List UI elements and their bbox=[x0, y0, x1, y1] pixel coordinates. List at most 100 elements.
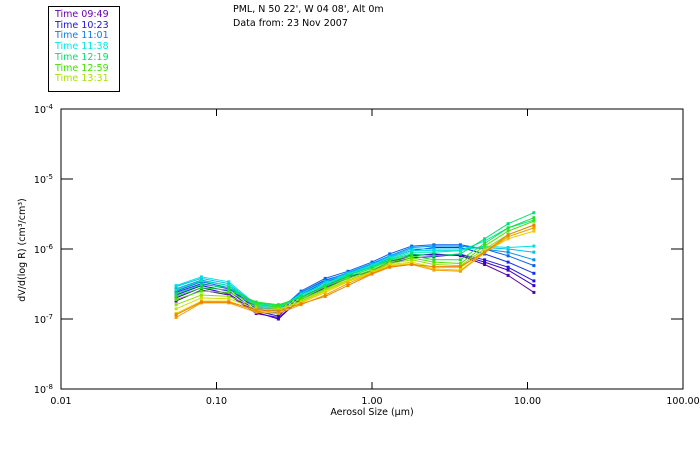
ticks-layer: 0.01 0.10 1.00 10.00 100.00 10-4 10-5 10-6 10-7 1… bbox=[34, 103, 700, 407]
data-point bbox=[199, 283, 203, 287]
series-line-s11 bbox=[175, 217, 535, 306]
y-tick-label: 10-6 bbox=[34, 243, 54, 256]
data-point bbox=[174, 294, 178, 298]
data-point bbox=[199, 300, 203, 304]
chart-title: PML, N 50 22', W 04 08', Alt 0m bbox=[233, 4, 384, 15]
x-tick-label: 10.00 bbox=[514, 396, 541, 407]
data-point bbox=[227, 294, 231, 298]
data-point bbox=[346, 276, 350, 280]
data-point bbox=[254, 303, 258, 307]
data-point bbox=[370, 272, 374, 276]
data-point bbox=[299, 298, 303, 301]
x-tick-label: 1.00 bbox=[361, 396, 382, 407]
data-point bbox=[174, 292, 178, 296]
data-point bbox=[532, 216, 536, 220]
data-point bbox=[458, 258, 462, 262]
y-tick-label: 10-7 bbox=[34, 313, 53, 326]
data-point bbox=[254, 308, 258, 312]
data-point bbox=[483, 249, 487, 253]
data-point bbox=[458, 269, 462, 273]
series-line-s13 bbox=[175, 224, 535, 310]
data-point bbox=[532, 223, 536, 227]
data-point bbox=[346, 282, 350, 286]
data-point bbox=[483, 237, 487, 241]
data-point bbox=[410, 258, 414, 262]
data-point bbox=[346, 284, 350, 288]
data-point bbox=[227, 288, 231, 292]
data-point bbox=[506, 254, 510, 258]
data-point bbox=[483, 250, 487, 254]
data-point bbox=[483, 242, 487, 245]
y-axis-title: dV/d(log R) (cm³/cm³) bbox=[17, 198, 28, 301]
data-point bbox=[506, 235, 510, 239]
data-point bbox=[410, 249, 414, 253]
chart-subtitle: Data from: 23 Nov 2007 bbox=[233, 18, 348, 29]
data-point bbox=[532, 264, 536, 268]
data-point bbox=[483, 260, 487, 264]
data-point bbox=[346, 280, 350, 284]
data-point bbox=[458, 252, 462, 256]
data-point bbox=[323, 294, 327, 298]
data-point bbox=[432, 265, 436, 269]
data-point bbox=[483, 239, 487, 243]
data-point bbox=[432, 244, 436, 248]
series-line-s16 bbox=[175, 227, 535, 318]
data-point bbox=[323, 290, 327, 294]
data-point bbox=[506, 229, 510, 233]
legend-item: Time 11:01 bbox=[55, 30, 109, 42]
data-point bbox=[323, 285, 327, 289]
data-point bbox=[410, 256, 414, 260]
data-point bbox=[410, 247, 414, 251]
series-line-s12 bbox=[175, 220, 535, 308]
data-point bbox=[532, 279, 536, 283]
data-point bbox=[483, 247, 487, 251]
data-point bbox=[458, 249, 462, 253]
data-point bbox=[174, 288, 178, 292]
data-point bbox=[174, 303, 178, 307]
data-point bbox=[432, 258, 436, 262]
y-tick-label: 10-4 bbox=[34, 103, 54, 116]
data-point bbox=[432, 268, 436, 272]
chart-title-block: PML, N 50 22', W 04 08', Alt 0m Data fro… bbox=[233, 3, 384, 31]
data-point bbox=[227, 297, 231, 301]
series-line-s8 bbox=[175, 245, 534, 309]
data-point bbox=[432, 260, 436, 264]
data-point bbox=[254, 300, 258, 304]
data-point bbox=[199, 275, 203, 279]
data-point bbox=[410, 254, 414, 258]
data-point bbox=[199, 286, 203, 290]
data-point bbox=[532, 211, 536, 215]
legend-item: Time 11:38 bbox=[55, 41, 109, 53]
data-point bbox=[506, 226, 510, 230]
data-point bbox=[506, 260, 510, 264]
series-line-s10 bbox=[175, 212, 535, 307]
plot-frame bbox=[60, 108, 684, 390]
data-point bbox=[254, 310, 258, 314]
x-tick-label: 0.01 bbox=[50, 396, 71, 407]
data-point bbox=[254, 305, 258, 309]
data-point bbox=[199, 296, 203, 300]
data-point bbox=[227, 284, 231, 288]
legend-item: Time 12:19 bbox=[55, 51, 109, 63]
data-point bbox=[532, 290, 536, 294]
legend-item: Time 12:59 bbox=[55, 62, 109, 74]
data-point bbox=[227, 290, 231, 294]
data-point bbox=[276, 312, 280, 315]
data-point bbox=[276, 309, 280, 313]
data-point bbox=[227, 286, 231, 290]
data-point bbox=[388, 252, 392, 256]
data-point bbox=[276, 314, 280, 318]
data-point bbox=[483, 263, 487, 266]
data-point bbox=[199, 279, 203, 283]
data-point bbox=[199, 293, 203, 297]
data-point bbox=[370, 266, 374, 270]
x-axis-title: Aerosol Size (µm) bbox=[330, 407, 413, 418]
data-point bbox=[458, 247, 462, 251]
data-point bbox=[276, 305, 280, 309]
data-point bbox=[532, 250, 536, 254]
data-point bbox=[532, 271, 536, 275]
data-point bbox=[506, 233, 510, 237]
series-line-s17 bbox=[175, 224, 535, 316]
y-tick-label: 10-5 bbox=[34, 173, 53, 186]
data-point bbox=[410, 252, 414, 256]
